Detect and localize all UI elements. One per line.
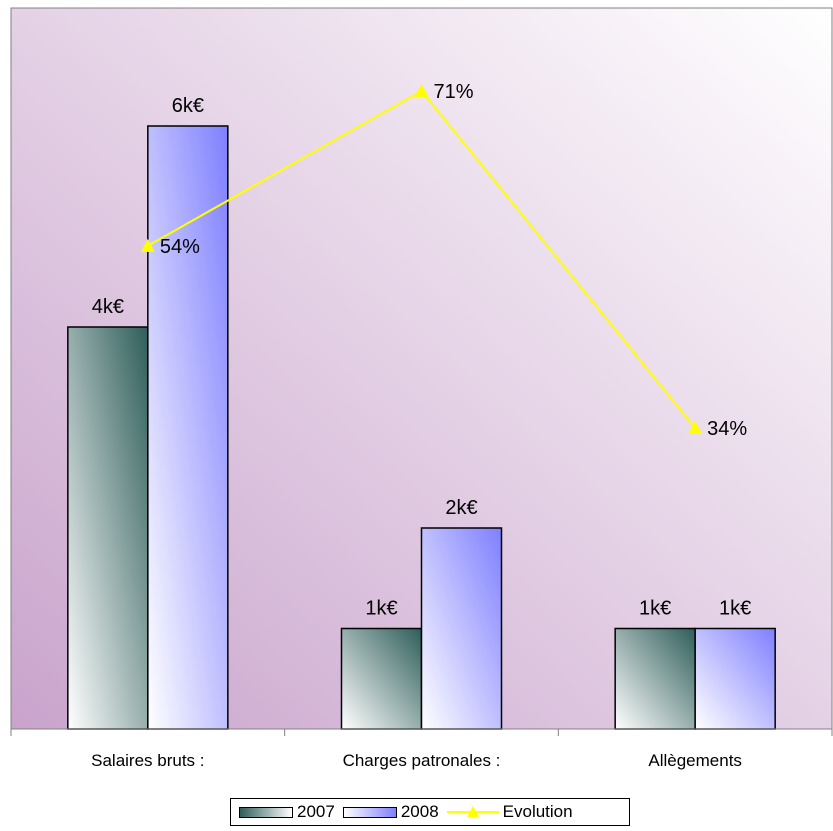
legend-item-evolution: Evolution [446, 802, 573, 822]
legend-label-2008: 2008 [400, 802, 439, 821]
bar-data-label: 1k€ [719, 598, 751, 620]
legend-swatch-2008 [342, 806, 397, 818]
x-tick-label: Salaires bruts : [91, 751, 204, 770]
evolution-data-label: 34% [707, 418, 747, 440]
legend-item-2008: 2008 [342, 802, 439, 822]
chart-canvas: 4k€ 6k€ 1k€ 2k€ 1k€ 1k€ Salaires bruts : Charg… [10, 7, 833, 770]
legend-label-evolution: Evolution [502, 802, 573, 821]
bar-2007 [67, 326, 149, 730]
bar-2008 [420, 527, 503, 730]
bar-data-label: 6k€ [172, 95, 204, 117]
bar-2007 [614, 627, 696, 730]
x-tick-label: Allègements [648, 751, 742, 770]
legend-line-evolution [446, 806, 499, 817]
evolution-data-label: 54% [160, 236, 200, 258]
evolution-marker [688, 421, 703, 434]
bar-2008 [694, 627, 776, 730]
bar-data-label: 1k€ [365, 598, 397, 620]
legend: 2007 2008 Evolution [230, 798, 630, 826]
evolution-marker [414, 84, 429, 97]
bar-2007 [340, 627, 423, 730]
bar-data-label: 2k€ [445, 497, 477, 519]
bar-2008 [147, 125, 229, 730]
bar-data-label: 4k€ [92, 296, 124, 318]
bar-data-label: 1k€ [639, 598, 671, 620]
legend-item-2007: 2007 [239, 802, 335, 822]
evolution-marker [140, 238, 155, 252]
legend-swatch-2007 [239, 806, 293, 818]
legend-label-2007: 2007 [297, 802, 335, 821]
x-tick-label: Charges patronales : [343, 751, 501, 770]
evolution-data-label: 71% [434, 81, 474, 103]
